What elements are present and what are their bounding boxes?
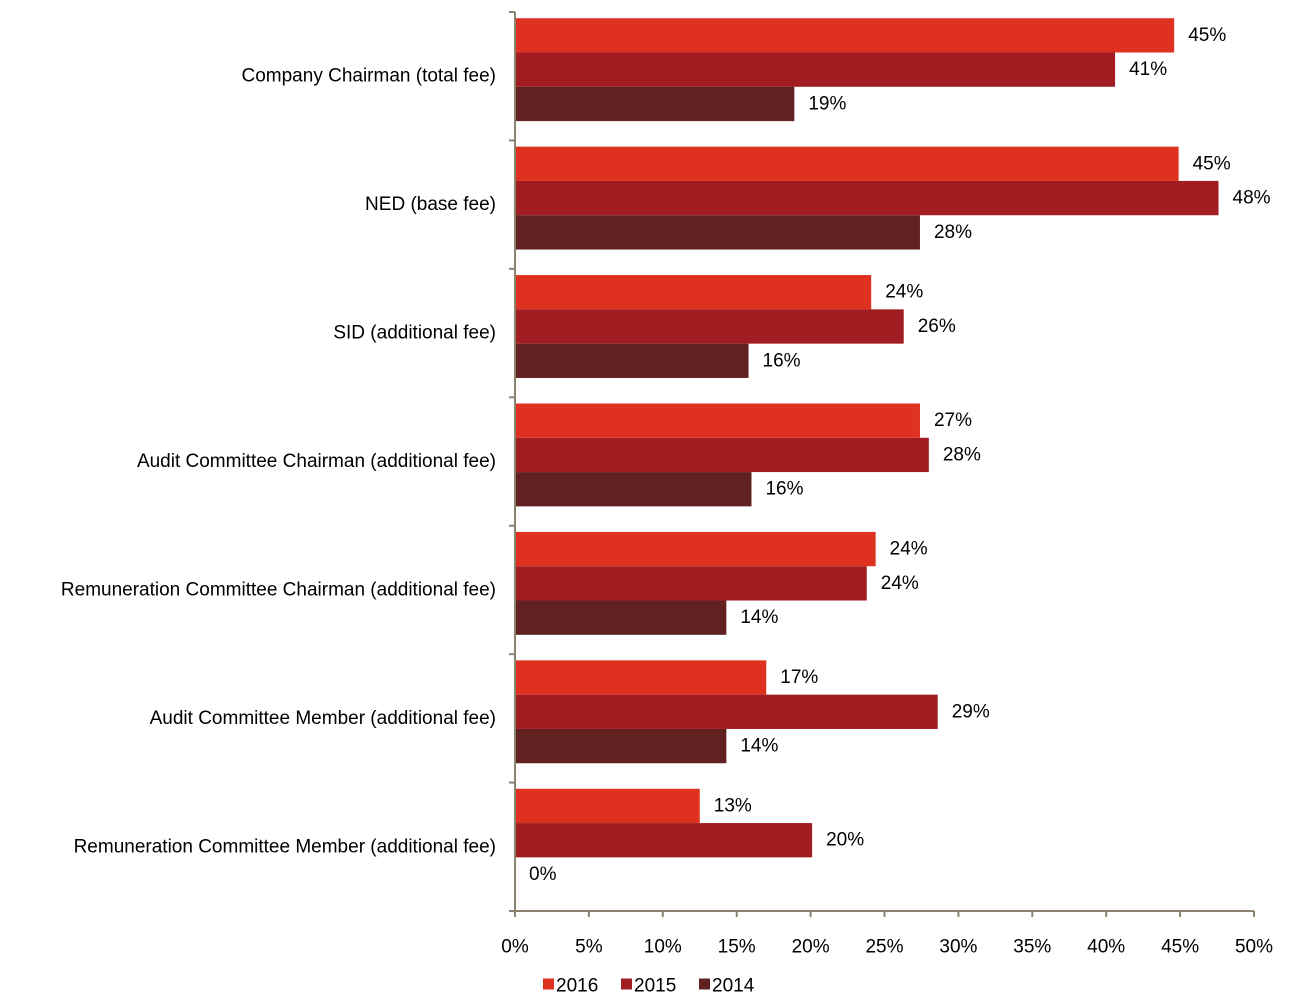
category-label-sid-additional-fee: SID (additional fee): [333, 323, 496, 344]
data-label-company-chairman-total-fee-2014: 19%: [808, 93, 846, 114]
data-label-audit-committee-member-additional-fee-2016: 17%: [780, 667, 818, 688]
data-label-remuneration-committee-chairman-additional-fee-2015: 24%: [881, 573, 919, 594]
x-tick-label: 15%: [718, 937, 756, 958]
data-label-ned-base-fee-2016: 45%: [1193, 153, 1231, 174]
x-tick-label: 45%: [1161, 937, 1199, 958]
category-label-remuneration-committee-member-additional-fee: Remuneration Committee Member (additiona…: [74, 836, 496, 857]
data-label-audit-committee-chairman-additional-fee-2014: 16%: [765, 479, 803, 500]
bar-audit-committee-chairman-additional-fee-2014: [515, 472, 752, 507]
data-label-audit-committee-member-additional-fee-2015: 29%: [952, 701, 990, 722]
bar-remuneration-committee-chairman-additional-fee-2016: [515, 531, 876, 567]
category-label-audit-committee-member-additional-fee: Audit Committee Member (additional fee): [150, 708, 496, 729]
data-label-audit-committee-chairman-additional-fee-2016: 27%: [934, 410, 972, 431]
data-label-remuneration-committee-member-additional-fee-2016: 13%: [714, 795, 752, 816]
bar-remuneration-committee-member-additional-fee-2015: [515, 823, 813, 858]
data-label-sid-additional-fee-2016: 24%: [885, 282, 923, 303]
bar-sid-additional-fee-2015: [515, 309, 904, 344]
bar-company-chairman-total-fee-2014: [515, 86, 795, 122]
data-label-sid-additional-fee-2015: 26%: [918, 316, 956, 337]
x-tick-label: 5%: [575, 937, 603, 958]
category-labels-group: Company Chairman (total fee) NED (base fe…: [61, 66, 496, 858]
legend-label-2014: 2014: [712, 976, 755, 996]
category-label-ned-base-fee: NED (base fee): [365, 194, 496, 215]
data-label-audit-committee-chairman-additional-fee-2015: 28%: [943, 444, 981, 465]
bar-ned-base-fee-2015: [515, 180, 1219, 216]
x-tick-label: 30%: [939, 937, 977, 958]
bar-ned-base-fee-2016: [515, 146, 1179, 181]
data-label-ned-base-fee-2014: 28%: [934, 222, 972, 243]
ticks-group: [509, 11, 1255, 917]
x-tick-label: 25%: [865, 937, 903, 958]
x-tick-label: 10%: [644, 937, 682, 958]
tick-labels-group: 0% 5% 10% 15% 20% 25% 30% 35% 40% 45% 50%: [501, 937, 1273, 958]
x-tick-label: 50%: [1235, 937, 1273, 958]
legend-label-2015: 2015: [634, 976, 676, 996]
data-label-remuneration-committee-chairman-additional-fee-2014: 14%: [740, 607, 778, 628]
bar-audit-committee-member-additional-fee-2014: [515, 728, 727, 764]
data-label-ned-base-fee-2015: 48%: [1233, 188, 1271, 209]
bar-company-chairman-total-fee-2016: [515, 18, 1175, 53]
data-labels-group: 45%41%19%45%48%28%24%26%16%27%28%16%24%2…: [529, 25, 1271, 885]
category-label-remuneration-committee-chairman-additional-fee: Remuneration Committee Chairman (additio…: [61, 579, 496, 600]
data-label-remuneration-committee-chairman-additional-fee-2016: 24%: [890, 539, 928, 560]
bar-remuneration-committee-member-additional-fee-2016: [515, 788, 700, 824]
bar-sid-additional-fee-2014: [515, 343, 749, 378]
legend-label-2016: 2016: [556, 976, 598, 996]
bar-remuneration-committee-chairman-additional-fee-2015: [515, 566, 867, 601]
legend-swatch-2016: [543, 978, 554, 990]
bar-audit-committee-member-additional-fee-2016: [515, 660, 767, 695]
legend-swatch-2015: [621, 978, 632, 990]
category-label-audit-committee-chairman-additional-fee: Audit Committee Chairman (additional fee…: [137, 451, 496, 472]
data-label-company-chairman-total-fee-2015: 41%: [1129, 59, 1167, 80]
bar-remuneration-committee-chairman-additional-fee-2014: [515, 600, 727, 635]
bar-sid-additional-fee-2016: [515, 275, 872, 310]
category-label-company-chairman-total-fee: Company Chairman (total fee): [242, 66, 497, 87]
data-label-remuneration-committee-member-additional-fee-2015: 20%: [826, 830, 864, 851]
data-label-company-chairman-total-fee-2016: 45%: [1188, 25, 1226, 46]
bar-audit-committee-chairman-additional-fee-2016: [515, 403, 920, 438]
data-label-audit-committee-member-additional-fee-2014: 14%: [740, 736, 778, 757]
data-label-remuneration-committee-member-additional-fee-2014: 0%: [529, 864, 557, 885]
legend: 2016 2015 2014: [543, 976, 755, 996]
bars-group: [515, 18, 1219, 858]
x-tick-label: 20%: [792, 937, 830, 958]
data-label-sid-additional-fee-2014: 16%: [763, 350, 801, 371]
bar-company-chairman-total-fee-2015: [515, 52, 1116, 87]
bar-audit-committee-member-additional-fee-2015: [515, 694, 938, 729]
legend-swatch-2014: [699, 978, 710, 990]
x-tick-label: 0%: [501, 937, 529, 958]
bar-ned-base-fee-2014: [515, 215, 920, 250]
bar-audit-committee-chairman-additional-fee-2015: [515, 437, 929, 473]
x-tick-label: 35%: [1013, 937, 1051, 958]
x-tick-label: 40%: [1087, 937, 1125, 958]
